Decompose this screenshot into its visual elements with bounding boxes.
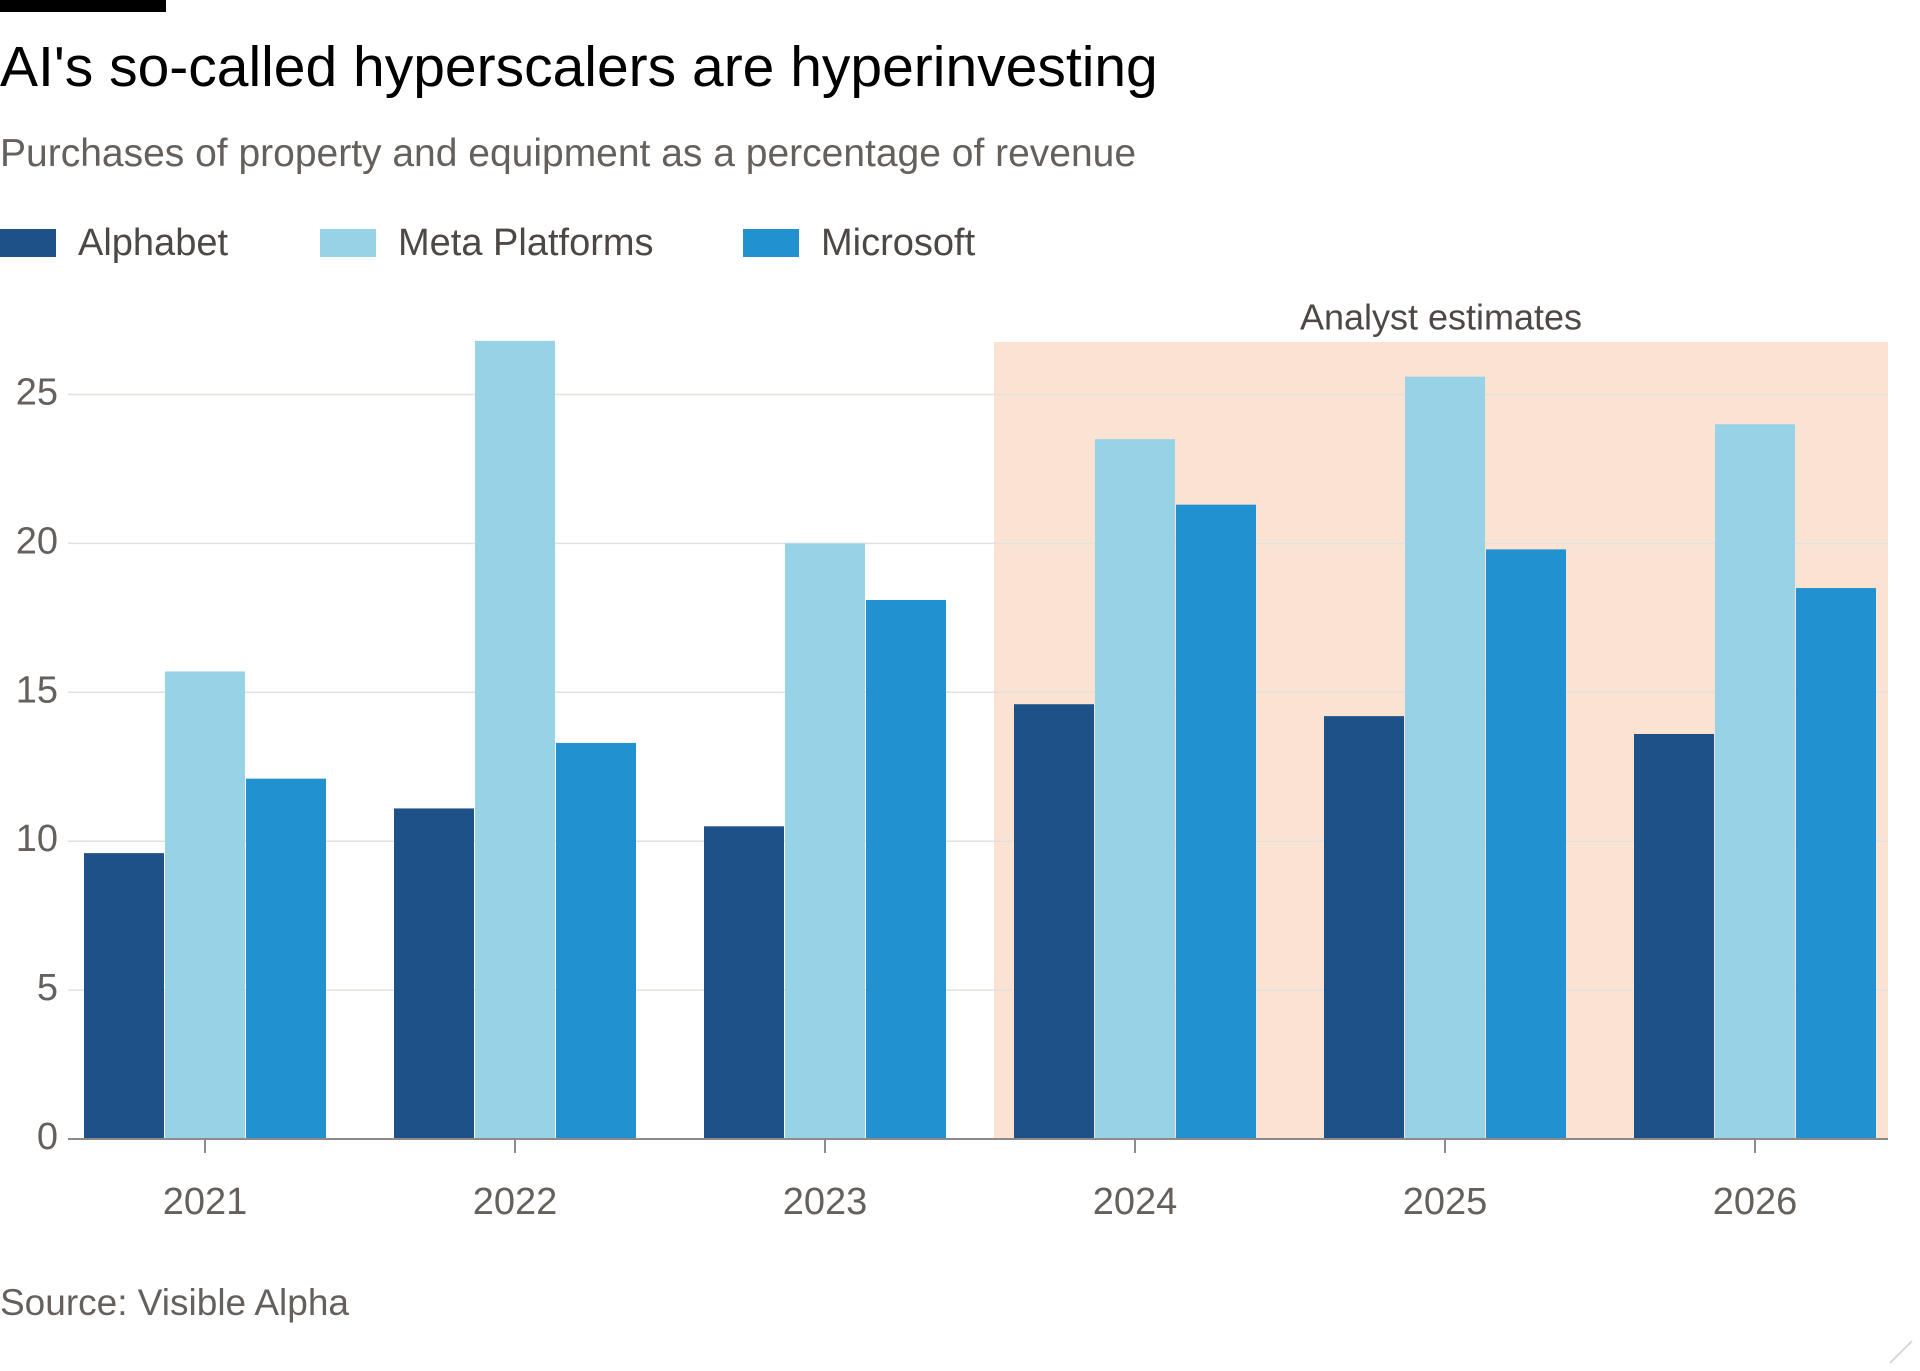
x-tick-label: 2023 [783, 1181, 868, 1223]
x-tick-label: 2024 [1093, 1181, 1178, 1223]
x-tick-label: 2025 [1403, 1181, 1488, 1223]
bar-alphabet-2021 [84, 853, 164, 1139]
bar-meta-platforms-2025 [1405, 376, 1485, 1140]
legend-label-alphabet: Alphabet [78, 221, 229, 264]
bar-alphabet-2026 [1634, 733, 1714, 1139]
legend-item-meta: Meta Platforms [320, 218, 654, 268]
bar-microsoft-2021 [246, 778, 326, 1139]
legend-swatch-meta [320, 229, 376, 257]
top-rule [0, 0, 166, 12]
bar-microsoft-2023 [866, 599, 946, 1139]
x-tick-label: 2026 [1713, 1181, 1798, 1223]
y-tick-label: 15 [16, 669, 58, 711]
bar-alphabet-2022 [394, 808, 474, 1139]
y-tick-label: 20 [16, 520, 58, 562]
legend: Alphabet Meta Platforms Microsoft [0, 218, 1100, 268]
bar-alphabet-2024 [1014, 704, 1094, 1139]
chart-subtitle: Purchases of property and equipment as a… [0, 132, 1137, 175]
x-tick-label: 2021 [163, 1181, 248, 1223]
y-tick-label: 5 [37, 967, 58, 1009]
legend-item-alphabet: Alphabet [0, 218, 228, 268]
legend-label-microsoft: Microsoft [821, 221, 976, 264]
x-tick-label: 2022 [473, 1181, 558, 1223]
legend-item-microsoft: Microsoft [743, 218, 975, 268]
bar-meta-platforms-2022 [475, 340, 555, 1139]
bar-alphabet-2023 [704, 826, 784, 1139]
bar-microsoft-2024 [1176, 504, 1256, 1139]
legend-swatch-microsoft [743, 229, 799, 257]
y-tick-label: 25 [16, 372, 58, 414]
resize-corner-icon [1889, 1340, 1913, 1364]
y-tick-label: 0 [37, 1116, 58, 1158]
bar-microsoft-2025 [1486, 549, 1566, 1139]
legend-label-meta: Meta Platforms [398, 221, 654, 264]
chart-title: AI's so-called hyperscalers are hyperinv… [0, 35, 1158, 99]
y-tick-label: 10 [16, 818, 58, 860]
bar-meta-platforms-2024 [1095, 439, 1175, 1139]
estimates-region-label: Analyst estimates [1300, 297, 1582, 338]
legend-swatch-alphabet [0, 229, 56, 257]
bar-microsoft-2022 [556, 742, 636, 1139]
source-note: Source: Visible Alpha [0, 1282, 349, 1323]
bar-meta-platforms-2023 [785, 543, 865, 1139]
bar-alphabet-2025 [1324, 716, 1404, 1139]
bar-meta-platforms-2026 [1715, 424, 1795, 1139]
bar-meta-platforms-2021 [165, 671, 245, 1139]
bar-microsoft-2026 [1796, 588, 1876, 1139]
